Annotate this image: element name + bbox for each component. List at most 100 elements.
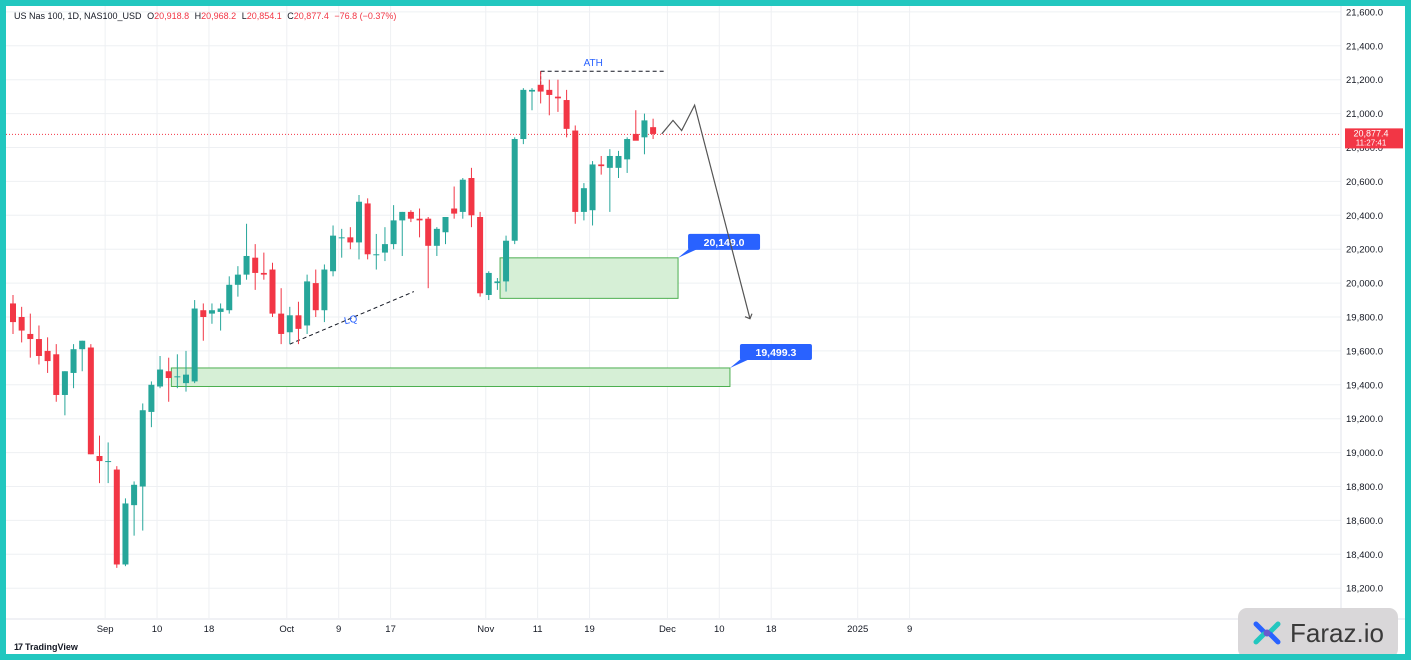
candle-body[interactable] xyxy=(537,84,544,92)
candle-body[interactable] xyxy=(113,469,120,565)
candle-body[interactable] xyxy=(511,139,518,241)
candle-body[interactable] xyxy=(96,455,103,462)
candle-body[interactable] xyxy=(131,484,138,506)
candle-body[interactable] xyxy=(87,347,94,455)
candle-body[interactable] xyxy=(425,218,432,246)
candle-body[interactable] xyxy=(632,133,639,141)
candle-body[interactable] xyxy=(442,216,449,233)
callout-pointer xyxy=(729,357,752,368)
candle-body[interactable] xyxy=(183,374,189,384)
price-chart[interactable]: 18,200.0 18,400.0 18,600.0 18,800.0 19,000.0… xyxy=(6,6,1405,654)
candle-body[interactable] xyxy=(580,188,587,212)
close-value: 20,877.4 xyxy=(293,11,329,21)
candle-body[interactable] xyxy=(122,503,129,565)
x-tick-label: 2025 xyxy=(847,624,868,635)
candle-body[interactable] xyxy=(105,461,112,463)
candle-body[interactable] xyxy=(356,201,362,243)
candle-body[interactable] xyxy=(312,283,319,311)
candle-body[interactable] xyxy=(79,340,86,350)
candle-body[interactable] xyxy=(226,284,233,311)
candle-body[interactable] xyxy=(18,317,25,331)
candle-body[interactable] xyxy=(477,216,484,294)
candle-body[interactable] xyxy=(390,220,397,245)
candle-body[interactable] xyxy=(503,240,510,282)
candle-body[interactable] xyxy=(157,369,164,387)
candle-body[interactable] xyxy=(200,310,207,317)
candle-body[interactable] xyxy=(399,211,406,221)
candle-body[interactable] xyxy=(304,281,311,326)
candle-body[interactable] xyxy=(295,315,302,329)
candle-body[interactable] xyxy=(485,272,492,295)
candle-body[interactable] xyxy=(217,308,224,312)
candle-body[interactable] xyxy=(70,349,77,373)
candle-body[interactable] xyxy=(494,281,501,284)
candle-body[interactable] xyxy=(278,313,285,334)
low-label: L xyxy=(241,11,247,21)
candle-body[interactable] xyxy=(589,164,596,211)
candle-body[interactable] xyxy=(624,139,631,160)
demand-zone[interactable] xyxy=(499,257,679,299)
candle-body[interactable] xyxy=(407,211,414,219)
candle-body[interactable] xyxy=(330,235,337,272)
candle-body[interactable] xyxy=(148,384,155,412)
high-value: 20,968.2 xyxy=(201,11,237,21)
candle-body[interactable] xyxy=(27,333,34,340)
candle-body[interactable] xyxy=(468,178,475,216)
projection-path[interactable] xyxy=(661,103,751,319)
candle-body[interactable] xyxy=(563,100,570,129)
candle-body[interactable] xyxy=(191,308,198,382)
candle-body[interactable] xyxy=(338,237,345,239)
candle-body[interactable] xyxy=(208,310,215,314)
candle-body[interactable] xyxy=(459,179,466,212)
low-value: 20,854.1 xyxy=(246,11,282,21)
x-tick-label: 10 xyxy=(714,624,725,635)
chart-frame: 18,200.0 18,400.0 18,600.0 18,800.0 19,000.0… xyxy=(6,6,1405,654)
candle-body[interactable] xyxy=(598,164,605,167)
candle-body[interactable] xyxy=(321,269,328,311)
x-tick-label: 9 xyxy=(336,624,341,635)
tradingview-logo[interactable]: 17 TradingView xyxy=(14,642,78,652)
candle-body[interactable] xyxy=(260,272,267,275)
tradingview-label: TradingView xyxy=(25,642,78,652)
candle-body[interactable] xyxy=(10,303,16,323)
y-tick-label: 21,200.0 xyxy=(1346,75,1383,86)
candle-body[interactable] xyxy=(243,255,250,275)
candle-body[interactable] xyxy=(139,410,146,487)
candle-body[interactable] xyxy=(451,208,458,214)
candle-body[interactable] xyxy=(606,155,613,168)
candle-body[interactable] xyxy=(554,96,561,99)
candle-body[interactable] xyxy=(174,376,181,378)
candle-body[interactable] xyxy=(252,257,259,273)
candle-body[interactable] xyxy=(165,371,172,379)
candle-body[interactable] xyxy=(373,254,380,256)
candle-body[interactable] xyxy=(234,274,241,285)
candle-body[interactable] xyxy=(347,237,354,243)
candle-body[interactable] xyxy=(364,203,371,255)
candle-body[interactable] xyxy=(44,350,51,362)
candle-body[interactable] xyxy=(381,244,388,253)
candle-body[interactable] xyxy=(269,269,276,314)
zone-callout[interactable] xyxy=(688,233,761,250)
candle-body[interactable] xyxy=(641,120,648,138)
y-tick-label: 19,600.0 xyxy=(1346,346,1383,357)
candle-body[interactable] xyxy=(35,339,42,356)
y-tick-label: 21,000.0 xyxy=(1346,109,1383,120)
lq-trendline xyxy=(289,291,415,345)
faraz-icon xyxy=(1253,621,1281,645)
candle-body[interactable] xyxy=(529,89,535,92)
candle-body[interactable] xyxy=(433,228,440,246)
candle-body[interactable] xyxy=(61,371,68,395)
x-tick-label: Nov xyxy=(477,624,494,635)
candle-body[interactable] xyxy=(416,218,423,221)
candle-body[interactable] xyxy=(286,315,293,333)
zone-callout[interactable] xyxy=(739,343,812,360)
projection-arrowhead xyxy=(744,313,753,320)
candle-body[interactable] xyxy=(53,354,60,395)
candle-body[interactable] xyxy=(546,89,553,95)
candle-body[interactable] xyxy=(650,127,657,134)
demand-zone[interactable] xyxy=(170,367,731,387)
candle-body[interactable] xyxy=(572,130,579,212)
candle-body[interactable] xyxy=(615,155,622,168)
y-tick-label: 20,200.0 xyxy=(1346,245,1383,256)
candle-body[interactable] xyxy=(520,89,527,140)
